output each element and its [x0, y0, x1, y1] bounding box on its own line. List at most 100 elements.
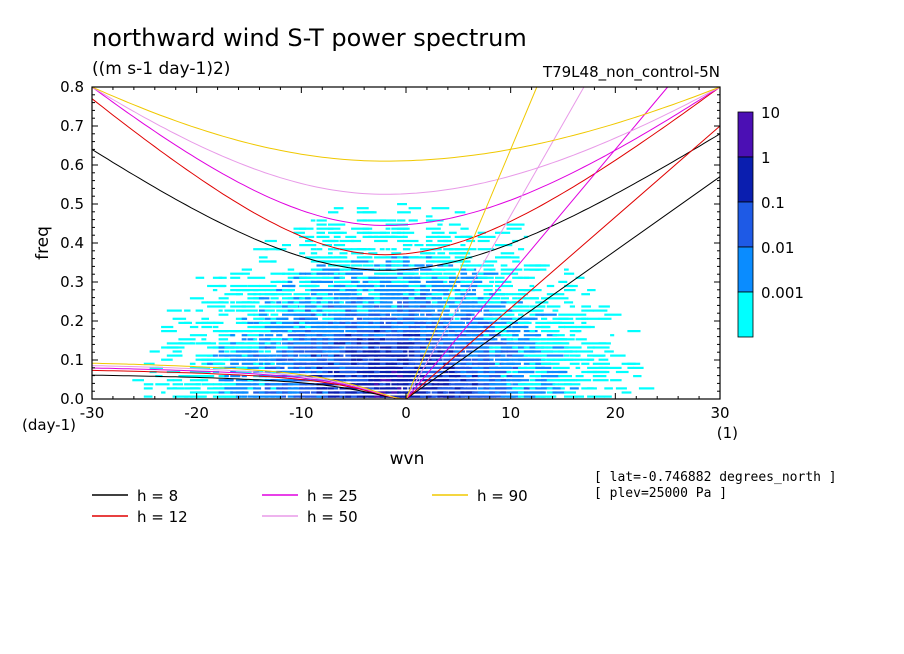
- colorbar-swatch: [737, 111, 754, 158]
- heatmap-cell: [224, 391, 233, 394]
- heatmap-cell: [627, 362, 641, 365]
- heatmap-cell: [391, 252, 402, 255]
- y-tick-label: 0.7: [60, 117, 84, 135]
- heatmap-cell: [592, 346, 610, 349]
- heatmap-cell: [420, 313, 425, 316]
- heatmap-cell: [477, 366, 484, 369]
- heatmap-cell: [310, 219, 316, 222]
- heatmap-cell: [270, 301, 276, 304]
- heatmap-cell: [385, 370, 391, 374]
- heatmap-cell: [420, 325, 429, 329]
- heatmap-cell: [201, 325, 213, 329]
- heatmap-cell: [299, 325, 307, 329]
- heatmap-cell: [218, 305, 226, 308]
- heatmap-cell: [241, 268, 252, 271]
- heatmap-cell: [535, 379, 547, 382]
- heatmap-cell: [374, 342, 379, 345]
- heatmap-cell: [379, 321, 384, 324]
- heatmap-cell: [155, 383, 170, 386]
- heatmap-cell: [575, 330, 582, 333]
- heatmap-cell: [247, 383, 257, 386]
- heatmap-cell: [466, 260, 471, 263]
- heatmap-cell: [184, 383, 201, 386]
- heatmap-cell: [224, 375, 229, 378]
- heatmap-cell: [483, 309, 495, 312]
- heatmap-cell: [477, 387, 487, 390]
- heatmap-cell: [379, 330, 388, 333]
- heatmap-cell: [235, 330, 253, 333]
- heatmap-cell: [564, 383, 581, 386]
- heatmap-cell: [201, 375, 215, 378]
- heatmap-cell: [276, 379, 283, 382]
- heatmap-cell: [443, 317, 452, 320]
- heatmap-cell: [546, 297, 553, 300]
- heatmap-cell: [448, 375, 457, 378]
- heatmap-cell: [293, 383, 300, 386]
- heatmap-cell: [500, 256, 507, 259]
- heatmap-cell: [397, 256, 407, 259]
- heatmap-cell: [189, 342, 196, 345]
- heatmap-cell: [391, 235, 405, 238]
- heatmap-cell: [241, 366, 250, 369]
- heatmap-cell: [368, 366, 377, 369]
- heatmap-cell: [379, 272, 397, 275]
- heatmap-cell: [385, 309, 395, 312]
- heatmap-cell: [460, 321, 465, 324]
- heatmap-cell: [379, 375, 385, 378]
- x-unit-label: (1): [717, 424, 738, 442]
- heatmap-cell: [569, 362, 580, 365]
- legend-label: h = 50: [307, 508, 358, 526]
- heatmap-cell: [477, 284, 489, 288]
- heatmap-cell: [552, 334, 559, 337]
- heatmap-cell: [322, 395, 334, 398]
- heatmap-cell: [512, 239, 519, 243]
- heatmap-cell: [328, 239, 336, 243]
- heatmap-cell: [460, 395, 472, 398]
- heatmap-cell: [535, 309, 543, 312]
- heatmap-cell: [299, 252, 306, 255]
- heatmap-cell: [471, 383, 479, 386]
- heatmap-cell: [247, 334, 261, 337]
- heatmap-cell: [489, 346, 499, 349]
- heatmap-cell: [207, 354, 216, 357]
- heatmap-cell: [258, 330, 270, 333]
- heatmap-cell: [322, 370, 329, 374]
- heatmap-cell: [230, 276, 241, 279]
- heatmap-cell: [495, 276, 505, 279]
- heatmap-cell: [391, 391, 401, 394]
- heatmap-cell: [207, 305, 219, 308]
- heatmap-cell: [374, 264, 385, 267]
- heatmap-cell: [362, 375, 368, 378]
- heatmap-cell: [322, 297, 333, 300]
- heatmap-cell: [310, 317, 317, 320]
- heatmap-cell: [362, 317, 369, 320]
- heatmap-cell: [368, 338, 380, 341]
- heatmap-cell: [477, 346, 487, 349]
- heatmap-cell: [569, 305, 575, 308]
- heatmap-cell: [448, 231, 457, 234]
- heatmap-cell: [230, 375, 241, 378]
- heatmap-cell: [195, 383, 201, 386]
- heatmap-cell: [471, 366, 480, 369]
- heatmap-cell: [425, 301, 431, 304]
- heatmap-cell: [287, 338, 293, 341]
- heatmap-cell: [293, 301, 300, 304]
- heatmap-cell: [483, 325, 490, 329]
- heatmap-cell: [460, 252, 468, 255]
- heatmap-cell: [477, 239, 490, 243]
- heatmap-cell: [328, 321, 333, 324]
- heatmap-cell: [362, 289, 372, 292]
- heatmap-cell: [437, 268, 446, 271]
- heatmap-cell: [431, 350, 437, 353]
- heatmap-cell: [218, 301, 229, 304]
- heatmap-cell: [466, 235, 473, 238]
- heatmap-cell: [345, 268, 352, 271]
- heatmap-cell: [356, 248, 367, 251]
- rossby-curve-2: [91, 367, 407, 400]
- heatmap-cell: [161, 391, 166, 394]
- heatmap-cell: [195, 375, 203, 378]
- x-tick-label: 0: [401, 404, 411, 422]
- heatmap-cell: [500, 325, 511, 329]
- heatmap-cell: [241, 317, 248, 320]
- heatmap-cell: [564, 289, 576, 292]
